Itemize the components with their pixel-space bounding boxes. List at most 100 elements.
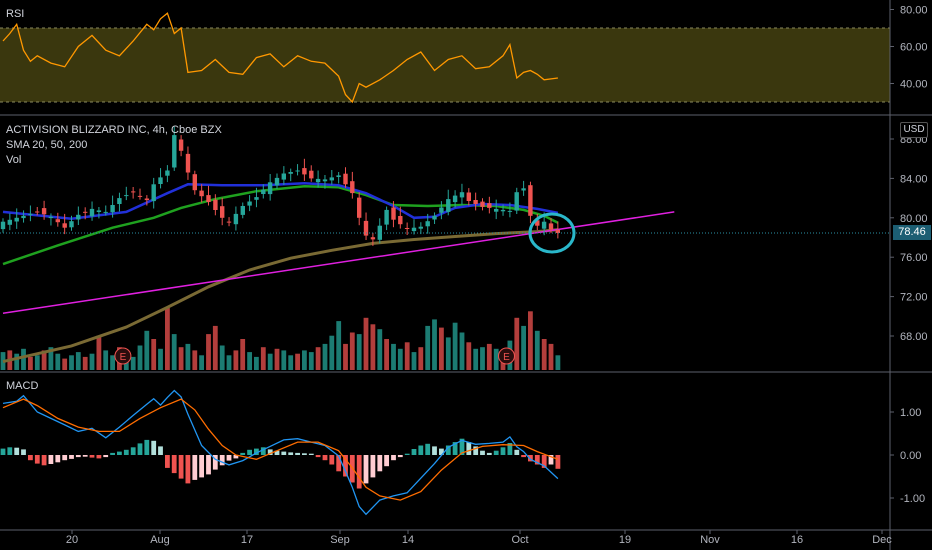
candle-body <box>302 168 307 175</box>
macd-histogram-bar <box>206 455 211 475</box>
candle-body <box>55 219 60 223</box>
macd-line <box>2 389 559 516</box>
macd-histogram-bar <box>322 455 328 461</box>
candle-body <box>76 214 81 220</box>
currency-badge[interactable]: USD <box>900 122 928 138</box>
volume-bar <box>254 356 259 370</box>
candle-body <box>548 223 554 230</box>
macd-histogram-bar <box>96 455 102 459</box>
macd-histogram-bar <box>528 455 533 462</box>
volume-bar <box>267 353 273 370</box>
volume-bar <box>439 327 444 370</box>
volume-bar <box>48 347 54 370</box>
earnings-marker[interactable] <box>498 347 515 365</box>
volume-label[interactable]: Vol <box>6 154 22 166</box>
volume-bar <box>28 356 33 370</box>
candle-body <box>384 209 389 225</box>
x-tick-label: 19 <box>619 534 631 546</box>
x-tick-label: 16 <box>791 534 803 546</box>
macd-histogram-bar <box>452 442 458 455</box>
macd-histogram-bar <box>548 455 554 465</box>
candle-body <box>281 173 286 180</box>
candle-body <box>220 206 225 218</box>
volume-bar <box>555 355 561 370</box>
candle-body <box>487 203 492 208</box>
macd-histogram-bar <box>28 455 33 461</box>
moving-averages <box>2 182 675 364</box>
volume-bar <box>302 350 307 370</box>
volume-bar <box>514 317 520 370</box>
macd-histogram-bar <box>439 448 444 455</box>
macd-histogram-bar <box>7 447 13 455</box>
macd-histogram-bar <box>500 447 506 455</box>
symbol-title[interactable]: ACTIVISION BLIZZARD INC, 4h, Cboe BZX <box>6 124 222 136</box>
macd-label[interactable]: MACD <box>6 380 39 392</box>
candle-body <box>528 185 533 216</box>
macd-histogram-bar <box>62 455 68 461</box>
volume-bar <box>480 347 485 370</box>
volume-bar <box>459 332 465 370</box>
macd-histogram-bar <box>418 445 424 455</box>
volume-bar <box>315 347 321 370</box>
macd-histogram-bar <box>117 451 122 455</box>
sma-indicator-label[interactable]: SMA 20, 50, 200 <box>6 139 88 151</box>
candle-body <box>48 216 54 219</box>
volume-bar <box>55 353 61 370</box>
candle-body <box>322 179 328 182</box>
candle-body <box>274 177 280 186</box>
annotation-circle[interactable] <box>528 212 576 254</box>
volume-bar <box>295 353 300 370</box>
volume-bar <box>178 347 184 370</box>
volume-bar <box>534 330 540 370</box>
earnings-marker[interactable] <box>114 347 132 365</box>
candle-body <box>343 173 348 185</box>
earnings-marker-label: E <box>503 352 510 363</box>
macd-histogram-bar <box>274 450 280 455</box>
macd-histogram-bar <box>486 452 492 455</box>
macd-histogram-bar <box>507 443 513 455</box>
volume-bar <box>62 358 68 370</box>
macd-histogram-bar <box>466 442 472 455</box>
candle-body <box>14 217 19 222</box>
macd-histogram-bar <box>377 455 383 472</box>
macd-histogram-bar <box>144 439 150 455</box>
candle-body <box>315 178 321 183</box>
volume-bar <box>411 352 417 370</box>
macd-histogram-bar <box>384 455 389 467</box>
volume-bar <box>377 329 383 370</box>
candle-body <box>267 182 273 195</box>
y-tick-label: 40.00 <box>900 79 928 91</box>
volume-bar <box>274 348 280 370</box>
macd-histogram-bar <box>0 448 6 455</box>
macd-histogram-bar <box>89 455 95 458</box>
candle-body <box>370 237 376 240</box>
y-tick-label: 76.00 <box>900 252 928 264</box>
macd-histogram-bar <box>425 443 431 455</box>
candle-body <box>206 195 211 202</box>
volume-bar <box>171 334 177 370</box>
volume-bar <box>308 352 314 370</box>
macd-histogram-bar <box>254 448 259 455</box>
rsi-line <box>2 12 558 104</box>
macd-histogram-bar <box>55 455 61 463</box>
macd-histogram-bar <box>356 455 362 489</box>
macd-histogram-bar <box>75 455 81 458</box>
macd-histogram-bar <box>302 453 307 455</box>
candle-body <box>178 139 184 151</box>
candle-body <box>158 177 163 184</box>
volume-bar <box>541 339 547 370</box>
macd-histogram-bar <box>295 452 300 455</box>
macd-histogram-bar <box>260 447 266 455</box>
earnings-marker-label: E <box>120 352 127 363</box>
volume-bar <box>425 325 431 370</box>
candle-body <box>69 221 74 228</box>
candle-body <box>131 191 136 193</box>
volume-bar <box>356 334 362 370</box>
candle-body <box>494 208 499 212</box>
y-tick-label: 60.00 <box>900 42 928 54</box>
rsi-label: RSI <box>6 8 25 20</box>
macd-histogram-bar <box>534 455 540 465</box>
x-tick-label: Aug <box>150 534 170 546</box>
macd-histogram-bar <box>110 452 115 455</box>
